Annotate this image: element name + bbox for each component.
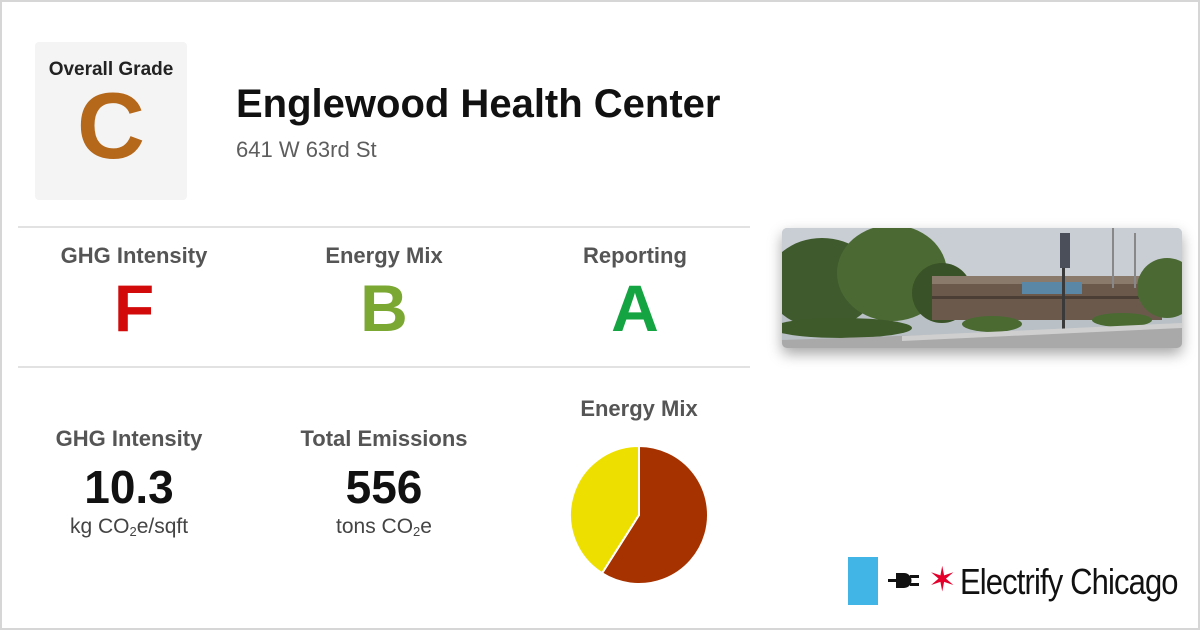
chicago-star-icon: ✶ bbox=[928, 561, 957, 599]
grade-energy-mix: Energy Mix B bbox=[264, 243, 504, 341]
grade-letter: F bbox=[113, 271, 155, 345]
overall-grade-letter: C bbox=[77, 73, 145, 178]
overall-grade-label: Overall Grade bbox=[48, 59, 174, 80]
building-photo bbox=[782, 228, 1182, 348]
energy-mix-pie-chart bbox=[569, 444, 709, 585]
stat-value: 556 bbox=[345, 461, 423, 513]
stat-ghg-intensity: GHG Intensity 10.3 kg CO2e/sqft bbox=[9, 426, 249, 539]
stat-label: Total Emissions bbox=[300, 426, 468, 451]
logo-text: Electrify Chicago bbox=[960, 561, 1179, 602]
plug-icon bbox=[888, 573, 919, 588]
electrify-chicago-logo: ✶ Electrify Chicago bbox=[848, 557, 1179, 605]
grade-label: Reporting bbox=[583, 243, 687, 268]
grade-label: GHG Intensity bbox=[60, 243, 208, 268]
pie-slice-0 bbox=[600, 444, 709, 585]
stat-label: GHG Intensity bbox=[55, 426, 203, 451]
grade-reporting: Reporting A bbox=[515, 243, 755, 341]
energy-mix-chart-title: Energy Mix bbox=[580, 396, 698, 421]
grade-ghg-intensity: GHG Intensity F bbox=[14, 243, 254, 341]
grade-letter: A bbox=[611, 271, 659, 345]
divider-top bbox=[18, 226, 750, 228]
divider-middle bbox=[18, 366, 750, 368]
grade-letter: B bbox=[360, 271, 408, 345]
stat-value: 10.3 bbox=[84, 461, 174, 513]
chicago-flag-stripe bbox=[848, 557, 878, 605]
pie-slice-1 bbox=[569, 444, 640, 575]
stat-unit: tons CO2e bbox=[336, 514, 432, 539]
stat-unit: kg CO2e/sqft bbox=[69, 514, 189, 539]
grade-label: Energy Mix bbox=[325, 243, 443, 268]
building-name: Englewood Health Center bbox=[236, 82, 721, 126]
stat-total-emissions: Total Emissions 556 tons CO2e bbox=[264, 426, 504, 539]
building-address: 641 W 63rd St bbox=[236, 137, 377, 162]
overall-grade-box: Overall Grade C bbox=[35, 42, 187, 200]
